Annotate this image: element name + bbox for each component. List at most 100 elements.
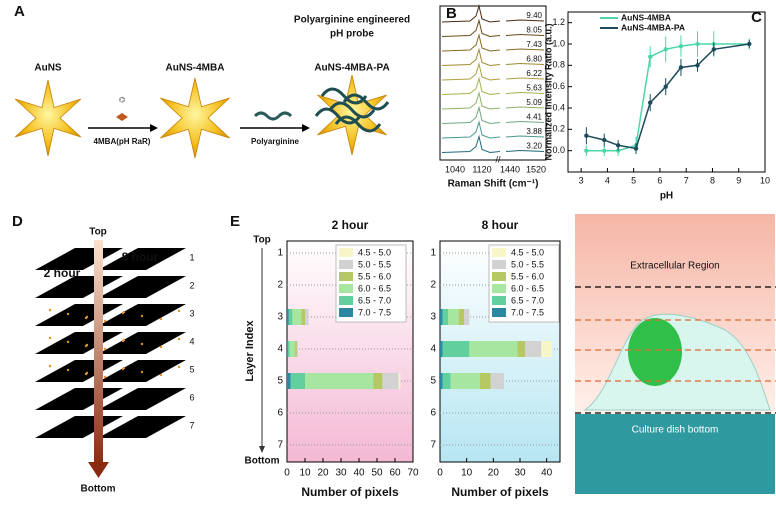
signal-dot [84, 316, 88, 320]
arrow-label: 4MBA(pH RaR) [94, 137, 151, 146]
region-label: Extracellular Region [630, 261, 720, 272]
bar-segment [290, 373, 305, 389]
x-tick-label: 30 [514, 468, 526, 479]
signal-dot [103, 347, 107, 351]
bar-segment [288, 309, 293, 325]
x-tick-label: 9 [736, 175, 741, 185]
bar-segment [440, 341, 443, 357]
dish-bottom [575, 414, 775, 494]
bar-segment [287, 309, 289, 325]
layer-number: 5 [189, 364, 194, 374]
spectrum [441, 62, 545, 81]
y-tick-label: 3 [430, 312, 436, 323]
data-point [648, 100, 653, 105]
legend-label: AuNS-4MBA [621, 12, 671, 22]
data-point [615, 143, 621, 148]
legend-label: 5.0 - 5.5 [358, 259, 391, 269]
bar-segment [458, 309, 464, 325]
x-tick-label: 10 [299, 468, 311, 479]
x-tick-label: 40 [353, 468, 365, 479]
y-tick-label: 0.6 [552, 81, 565, 91]
axis-end-label: Top [89, 227, 107, 238]
y-tick-label: 3 [277, 312, 283, 323]
y-tick-label: 6 [430, 408, 436, 419]
legend-swatch [492, 272, 506, 281]
x-tick-label: 6 [657, 175, 662, 185]
chart-title: 2 hour [332, 218, 369, 232]
layer-number: 2 [189, 280, 194, 290]
layer-number: 6 [189, 392, 194, 402]
y-axis-title: Layer Index [244, 320, 256, 382]
x-tick-label: 1520 [526, 164, 546, 174]
layer-number: 3 [189, 308, 194, 318]
y-tick-label: 1.0 [552, 38, 565, 48]
panel-letter: D [12, 213, 23, 230]
signal-dot [66, 312, 70, 316]
nanostar [317, 74, 387, 156]
y-tick-label: 1.2 [552, 17, 565, 27]
x-tick-label: 1440 [500, 164, 520, 174]
polymer-coating [334, 115, 382, 133]
legend-label: 5.0 - 5.5 [511, 259, 544, 269]
bar-segment [287, 373, 291, 389]
bar-segment [525, 341, 542, 357]
data-point [678, 43, 684, 49]
legend-label: AuNS-4MBA-PA [621, 22, 685, 32]
legend-swatch [339, 296, 353, 305]
x-tick-label: 10 [461, 468, 473, 479]
bar-segment [440, 373, 443, 389]
legend-label: 7.0 - 7.5 [358, 307, 391, 317]
molecule-icon: ⌬ [119, 96, 125, 104]
signal-dot [140, 342, 144, 346]
legend-swatch [339, 248, 353, 257]
nanostar [14, 79, 82, 157]
axis-break: // [495, 154, 501, 164]
y-tick-label: 1 [277, 248, 283, 259]
bar-segment [464, 309, 470, 325]
signal-dot [177, 337, 181, 341]
x-axis-title: pH [660, 191, 673, 202]
signal-dot [140, 314, 144, 318]
y-tick-label: 2 [277, 280, 283, 291]
arrow-label: Polyarginine [251, 137, 300, 146]
spectrum [441, 33, 545, 52]
signal-dot [48, 364, 52, 368]
y-axis-title: Normalized Intensity Ratio (a.u.) [543, 23, 553, 160]
y-tick-label: 0.8 [552, 60, 565, 70]
bar-segment [292, 309, 302, 325]
layer-number: 4 [189, 336, 194, 346]
legend-label: 6.0 - 6.5 [511, 283, 544, 293]
axis-end-label: Top [253, 235, 271, 246]
legend-swatch [492, 248, 506, 257]
y-tick-label: 5 [277, 376, 283, 387]
polymer-coating [320, 87, 368, 105]
ph-label: 3.88 [526, 127, 542, 136]
bar-segment [287, 341, 288, 357]
y-tick-label: 4 [430, 344, 436, 355]
panel-letter: E [230, 213, 240, 230]
label: AuNS-4MBA [166, 63, 225, 74]
bar-segment [490, 373, 504, 389]
signal-dot [103, 375, 107, 379]
data-point [663, 47, 668, 52]
image-slice [98, 416, 186, 438]
arrow-head [88, 462, 109, 478]
bar-segment [296, 341, 298, 357]
y-tick-label: 7 [277, 440, 283, 451]
y-tick-label: 6 [277, 408, 283, 419]
signal-dot [48, 308, 52, 312]
bar-segment [287, 341, 290, 357]
time-label: 2 hour [44, 266, 81, 280]
y-tick-label: 2 [430, 280, 436, 291]
layer-number: 7 [189, 420, 194, 430]
image-slice [98, 388, 186, 410]
x-tick-label: 8 [710, 175, 715, 185]
legend-swatch [339, 284, 353, 293]
nucleus [628, 318, 682, 386]
data-point [695, 63, 700, 68]
signal-dot [121, 339, 125, 343]
signal-dot [159, 345, 163, 349]
signal-dot [103, 319, 107, 323]
x-tick-label: 20 [317, 468, 329, 479]
x-tick-label: 40 [541, 468, 553, 479]
